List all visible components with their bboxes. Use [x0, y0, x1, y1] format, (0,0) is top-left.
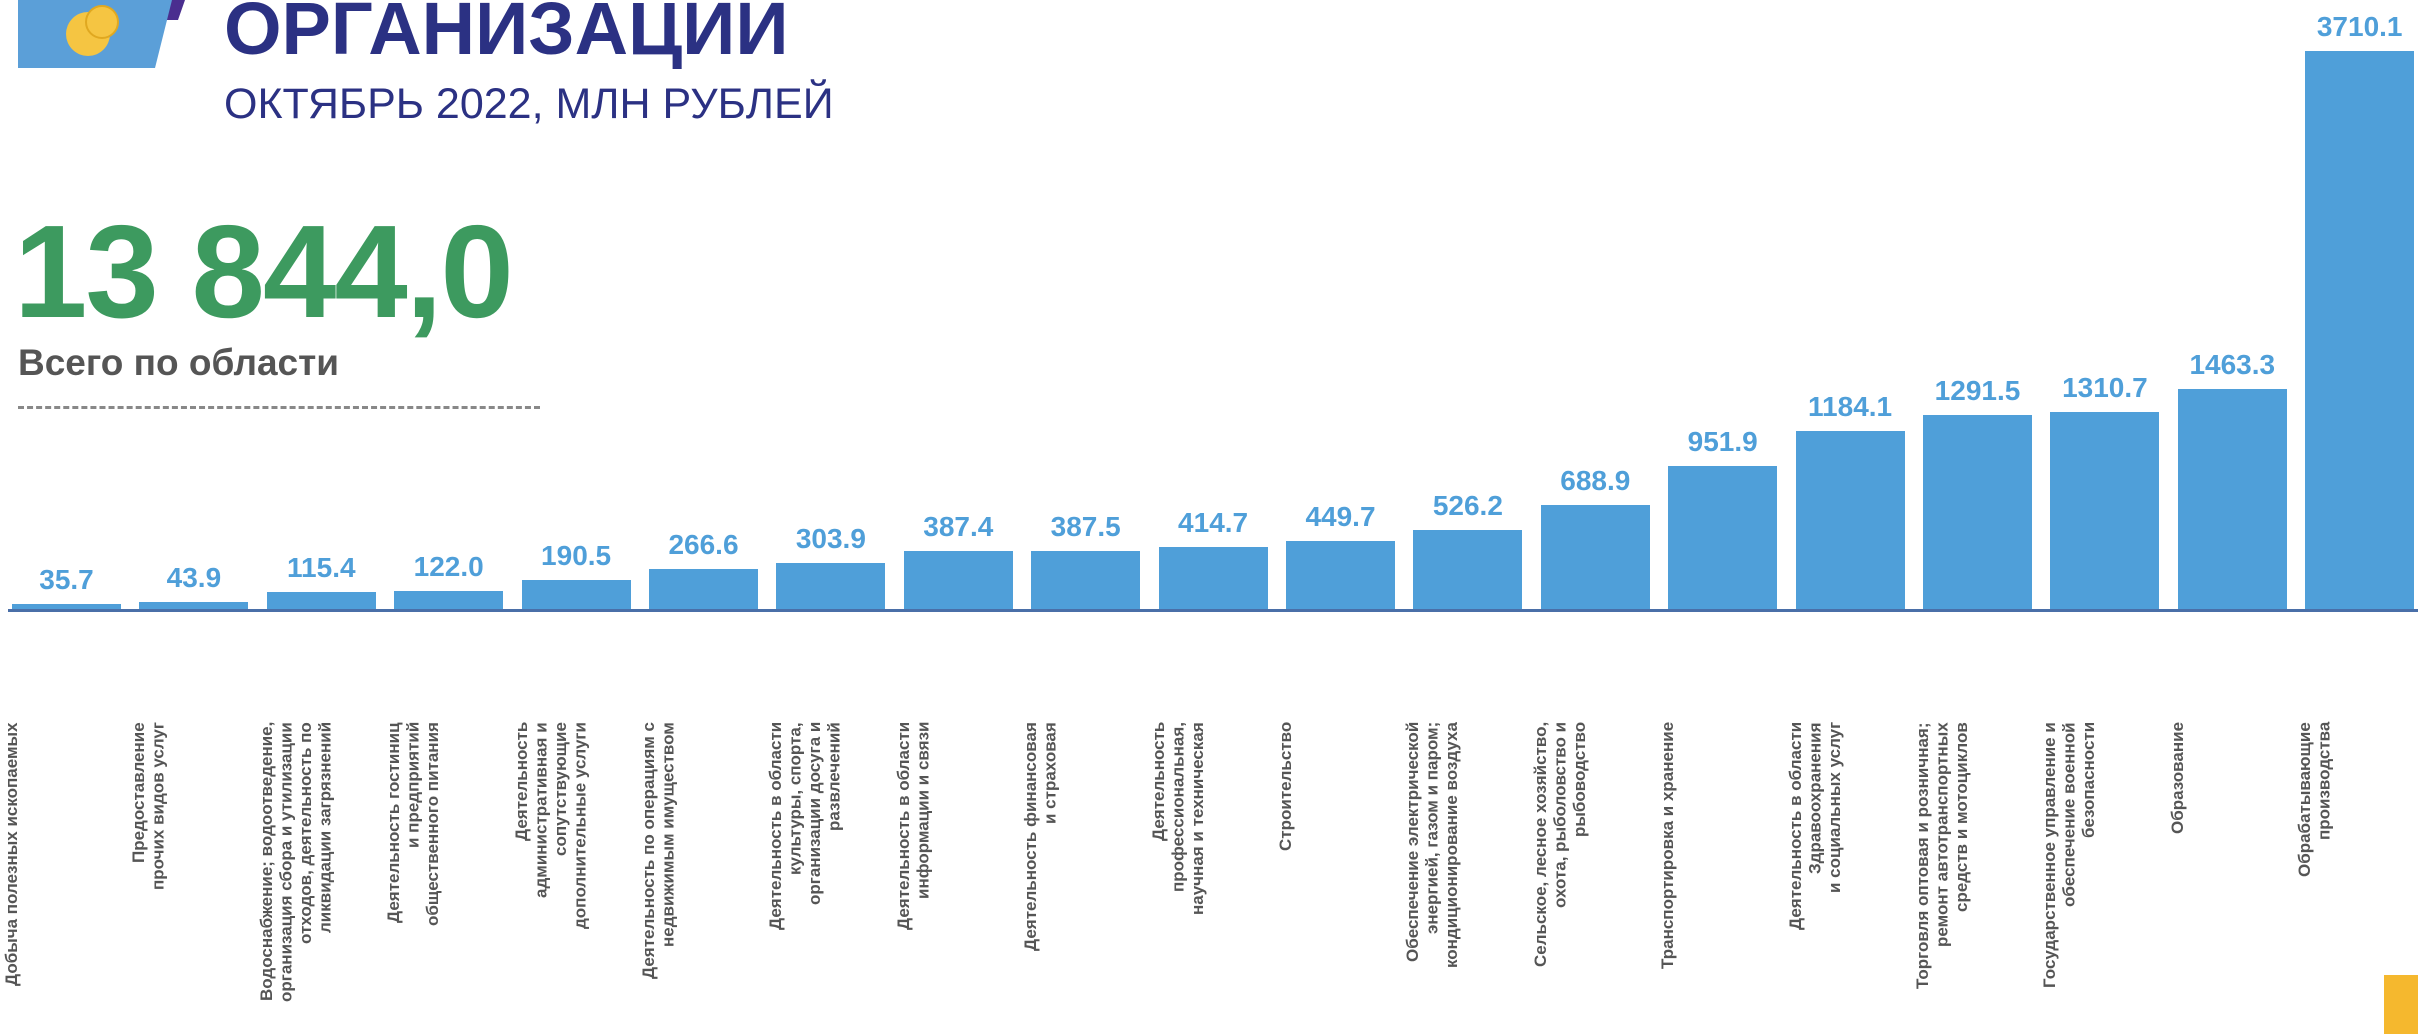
value-label: 303.9 [795, 523, 866, 555]
value-label: 387.4 [923, 510, 994, 542]
category-label: Образование [2167, 722, 2187, 835]
value-label: 122.0 [413, 550, 484, 582]
bar [2050, 411, 2160, 609]
value-label: 35.7 [39, 563, 94, 595]
bar [12, 603, 121, 609]
category-label: Деятельность в области Здравоохранения и… [1785, 722, 1844, 931]
category-label: Строительство [1276, 722, 1295, 852]
value-label: 1291.5 [1934, 374, 2021, 406]
value-label: 1463.3 [2189, 348, 2276, 380]
header-icon [18, 0, 185, 68]
bar [1668, 465, 1778, 609]
bar [1158, 546, 1268, 609]
bar [2177, 388, 2287, 609]
value-label: 190.5 [541, 540, 612, 572]
bar [1540, 505, 1650, 609]
category-label: Деятельность административная и сопутств… [511, 722, 590, 929]
value-label: 414.7 [1178, 506, 1249, 538]
category-label: Деятельность в области культуры, спорта,… [766, 722, 845, 931]
value-label: 951.9 [1687, 425, 1758, 457]
value-label: 115.4 [287, 551, 356, 583]
bar [266, 591, 376, 609]
category-label: Сельское, лесное хозяйство, охота, рыбол… [1530, 722, 1589, 968]
category-label: Добыча полезных ископаемых [2, 722, 21, 986]
category-label: Деятельность в области информации и связ… [893, 722, 933, 931]
bar [2305, 51, 2415, 609]
bar [1031, 550, 1141, 609]
value-label: 449.7 [1305, 501, 1376, 533]
bar [394, 590, 504, 609]
subtitle: ОКТЯБРЬ 2022, МЛН РУБЛЕЙ [224, 80, 834, 128]
category-label: Государственное управление и обеспечение… [2040, 722, 2099, 988]
bar [776, 563, 886, 609]
bar [139, 602, 249, 609]
category-label: Деятельность гостиниц и предприятий обще… [384, 722, 443, 926]
corner-mark [2384, 975, 2418, 1034]
baseline [8, 609, 2418, 612]
category-label: Обрабатывающие производства [2295, 722, 2334, 877]
value-label: 526.2 [1432, 489, 1503, 521]
total: 13 844,0 [14, 198, 514, 345]
bar [649, 568, 758, 609]
category-label: Деятельность профессиональная, научная и… [1148, 722, 1207, 915]
bar [1286, 541, 1395, 609]
category-label: Деятельность финансовая и страховая [1021, 722, 1060, 951]
category-label: Транспортировка и хранение [1658, 722, 1678, 970]
bar [521, 580, 631, 609]
total-label: Всего по области [18, 342, 339, 383]
value-label: 387.5 [1050, 510, 1121, 542]
value-label: 1310.7 [2062, 371, 2148, 403]
bar [1923, 414, 2032, 609]
bar [1795, 430, 1905, 609]
value-label: 43.9 [166, 562, 222, 594]
bar [1413, 529, 1523, 609]
value-label: 3710.1 [2316, 11, 2403, 42]
category-label: Торговля оптовая и розничная; ремонт авт… [1913, 722, 1972, 989]
value-label: 688.9 [1560, 465, 1631, 497]
divider [18, 406, 540, 409]
value-label: 1184.1 [1808, 390, 1893, 422]
category-label: Водоснабжение; водоотведение, организаци… [256, 722, 335, 1002]
title: ОРГАНИЗАЦИЙ [224, 0, 789, 70]
value-label: 266.6 [668, 528, 739, 560]
bar [903, 550, 1013, 609]
category-label: Предоставление прочих видов услуг [129, 722, 168, 890]
category-label: Деятельность по операциям с недвижимым и… [639, 722, 678, 980]
category-label: Обеспечение электрической энергией, газо… [1403, 722, 1462, 968]
